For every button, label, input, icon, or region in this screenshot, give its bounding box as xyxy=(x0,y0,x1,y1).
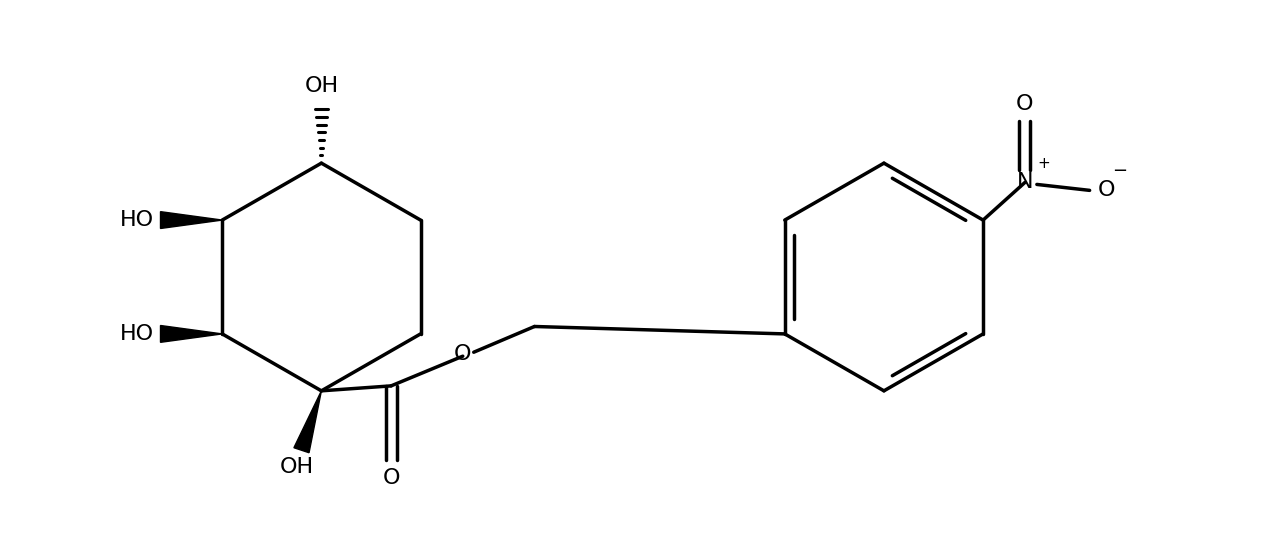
Text: HO: HO xyxy=(119,210,154,230)
Text: HO: HO xyxy=(119,324,154,344)
Text: OH: OH xyxy=(279,457,314,477)
Text: O: O xyxy=(1097,181,1115,200)
Text: O: O xyxy=(383,468,399,488)
Text: O: O xyxy=(454,344,471,364)
Polygon shape xyxy=(294,391,321,453)
Text: −: − xyxy=(1112,162,1128,179)
Text: N: N xyxy=(1016,172,1033,193)
Text: OH: OH xyxy=(305,76,338,96)
Text: +: + xyxy=(1038,156,1050,171)
Text: O: O xyxy=(1016,94,1034,114)
Polygon shape xyxy=(160,326,223,342)
Polygon shape xyxy=(160,211,223,229)
